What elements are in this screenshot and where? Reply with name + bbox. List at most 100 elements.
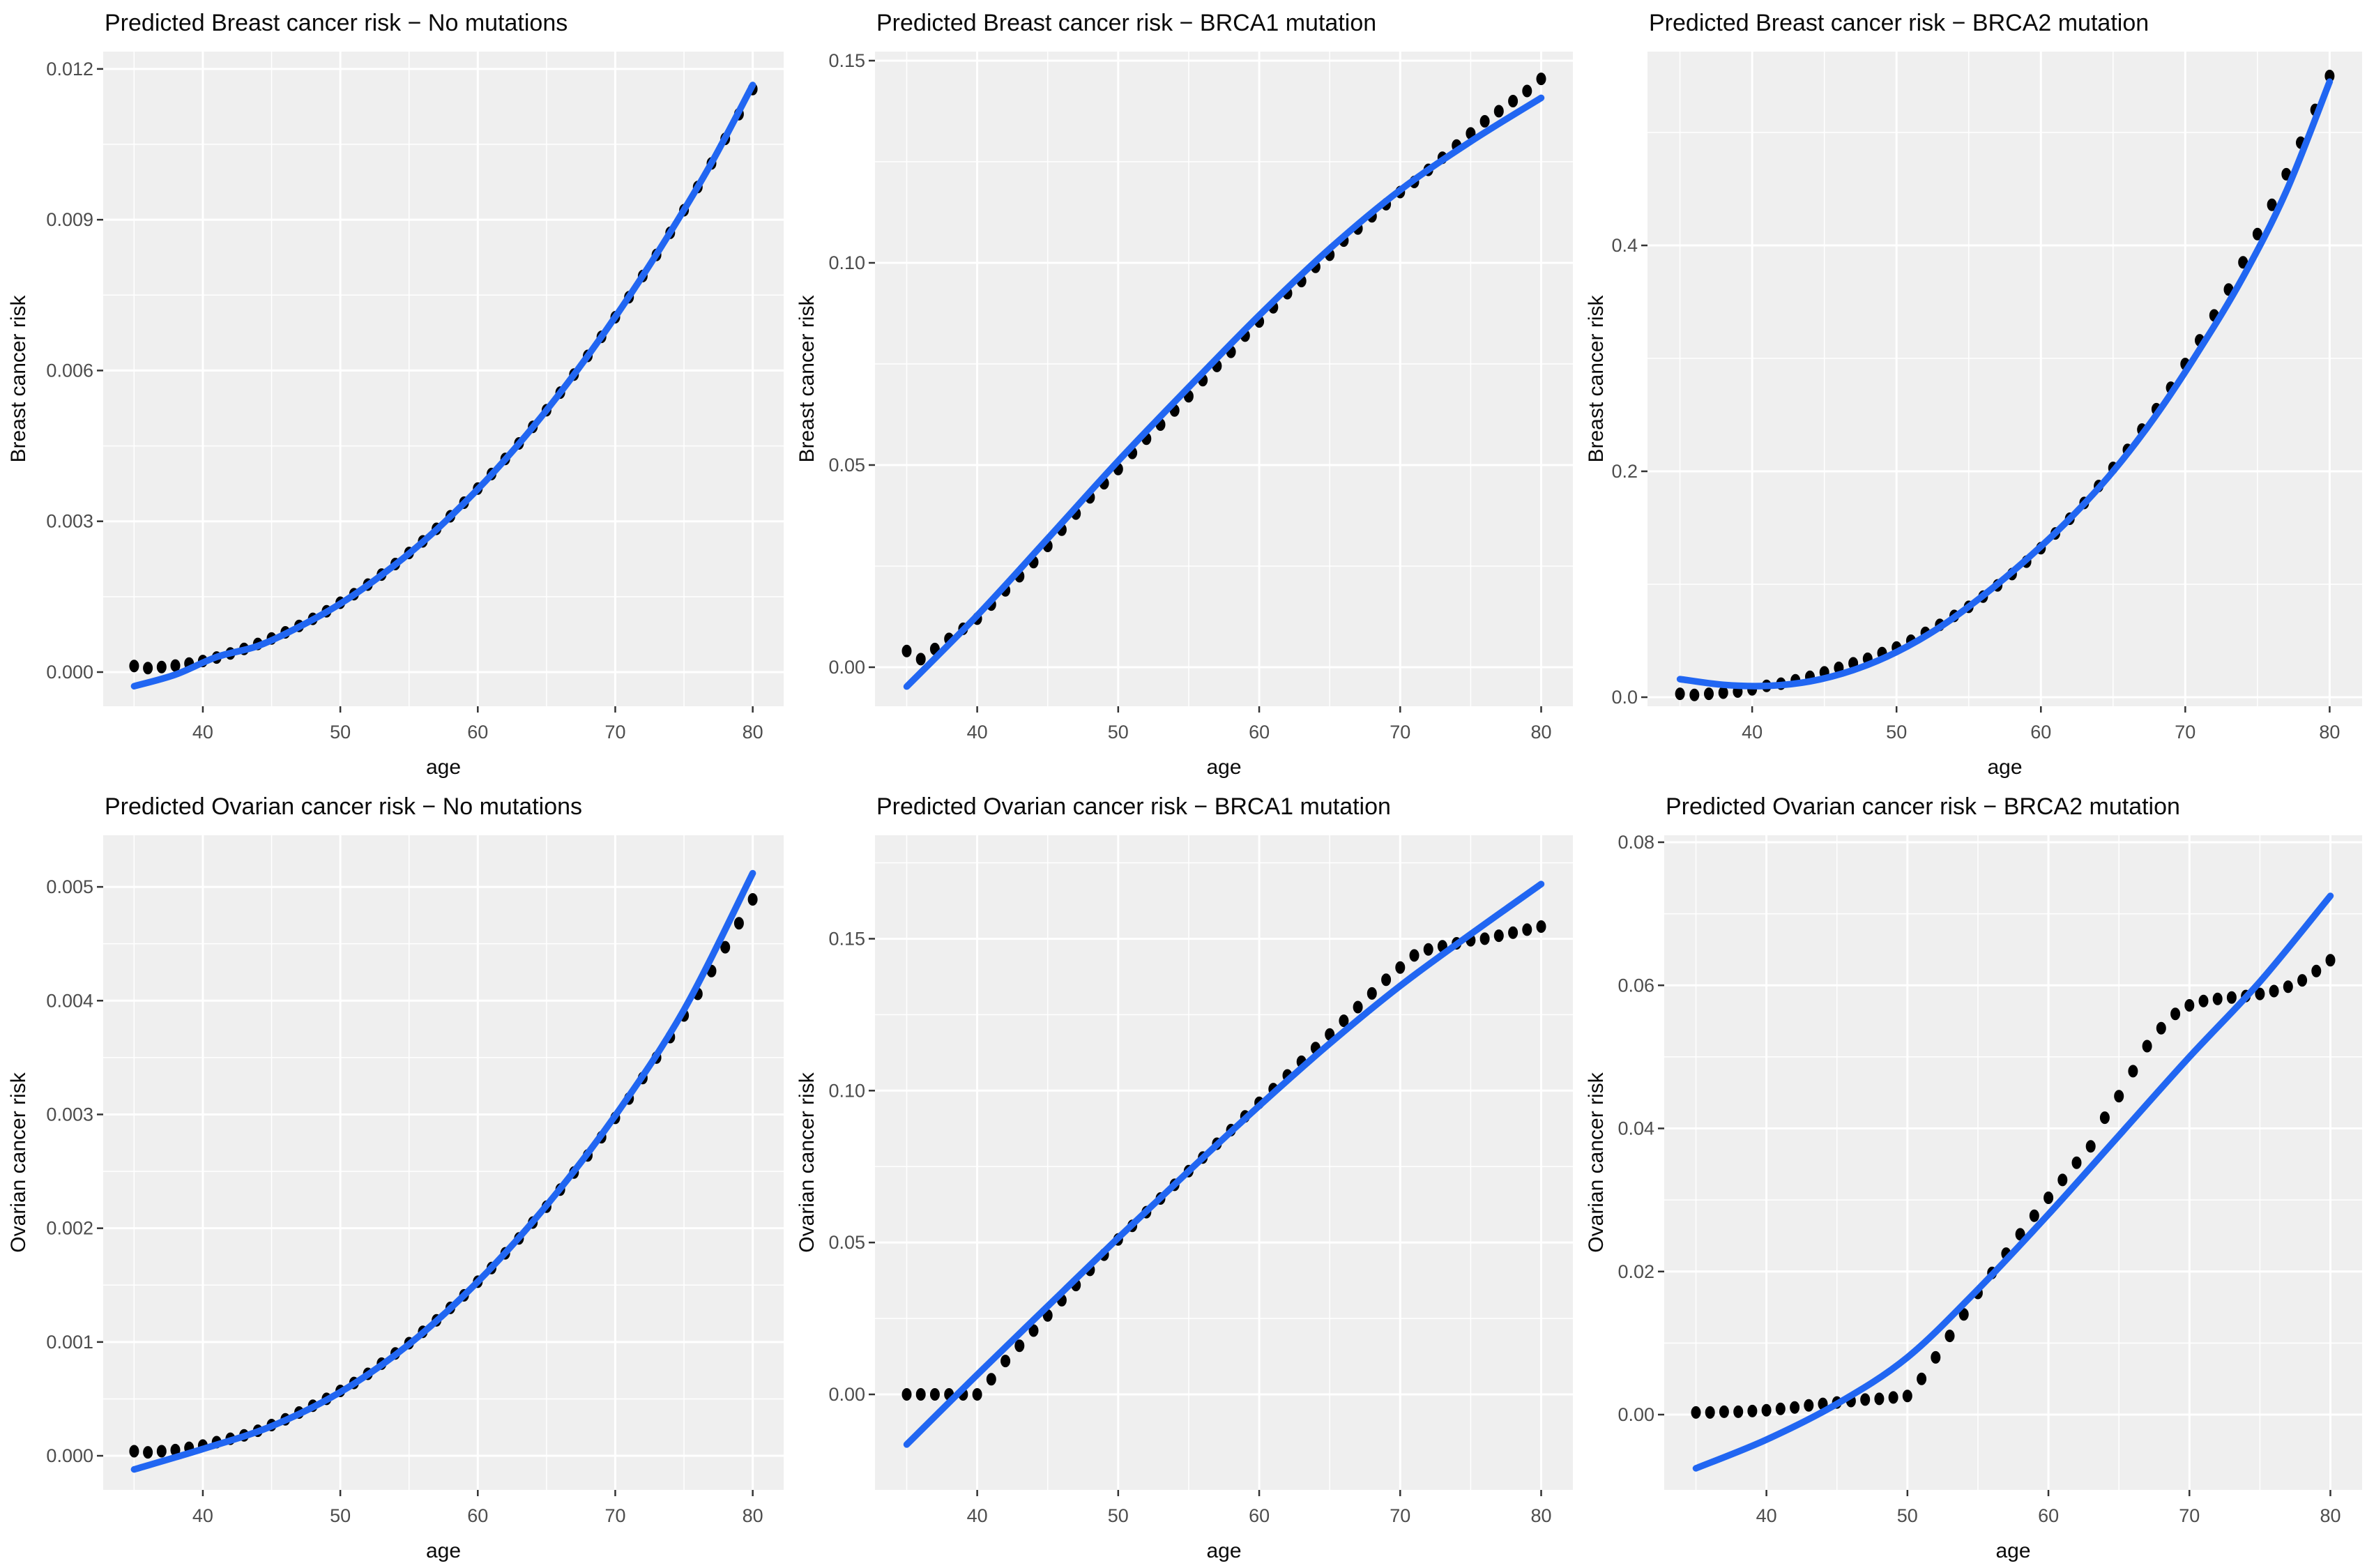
x-tick-label: 80	[1530, 722, 1551, 743]
data-point	[986, 1373, 996, 1386]
axis-tick-marks	[869, 59, 1542, 713]
x-tick-label: 70	[2175, 722, 2195, 743]
x-axis-title: age	[1987, 756, 2022, 779]
y-axis-title: Ovarian cancer risk	[1585, 1072, 1608, 1252]
chart-cell-0: 40 50 60 70 80 0.000 0.003 0.006 0.009 0.012 Predi…	[0, 0, 789, 784]
x-axis-title: age	[1995, 1539, 2030, 1562]
panel-background	[103, 835, 784, 1490]
data-point	[1860, 1393, 1871, 1406]
x-tick-label: 60	[1249, 722, 1270, 743]
data-point	[2128, 1065, 2138, 1078]
data-point	[2324, 70, 2335, 82]
data-point	[1000, 1355, 1011, 1368]
data-point	[1804, 1399, 1814, 1412]
data-point	[1493, 929, 1504, 943]
data-point	[1874, 1392, 1885, 1406]
data-point	[2114, 1090, 2124, 1103]
x-tick-label: 50	[1108, 1505, 1129, 1526]
data-point	[2269, 984, 2279, 998]
data-point	[2099, 1111, 2110, 1125]
y-tick-label: 0.04	[1618, 1118, 1654, 1139]
x-tick-label: 60	[1249, 1505, 1270, 1526]
smooth-line	[130, 869, 756, 1473]
chart-cell-2: 40 50 60 70 80 0.0 0.2 0.4 Predicted Breast canc…	[1578, 0, 2367, 784]
chart-cell-1: 40 50 60 70 80 0.00 0.05 0.10 0.15 Predicted Brea…	[789, 0, 1578, 784]
minor-gridlines	[875, 52, 1573, 706]
major-gridlines	[875, 835, 1573, 1490]
data-point	[2212, 992, 2223, 1005]
data-point	[2267, 198, 2277, 211]
data-point	[1718, 686, 1728, 699]
data-point	[1733, 1405, 1744, 1418]
data-point	[1522, 84, 1532, 98]
x-tick-label: 70	[1390, 722, 1410, 743]
x-axis-title: age	[426, 756, 461, 779]
data-point	[2255, 987, 2265, 1000]
axis-tick-marks	[97, 885, 754, 1496]
data-point	[2325, 954, 2336, 967]
y-axis-title: Breast cancer risk	[1585, 294, 1608, 462]
axis-tick-marks	[1641, 244, 2331, 713]
x-tick-label: 40	[1756, 1505, 1777, 1526]
x-tick-label: 70	[604, 1505, 625, 1526]
x-tick-label: 80	[2319, 722, 2340, 743]
y-axis-title: Breast cancer risk	[7, 294, 30, 462]
data-point	[2029, 1209, 2039, 1222]
minor-gridlines	[1647, 52, 2362, 706]
y-tick-label: 0.005	[46, 876, 93, 897]
y-tick-label: 0.2	[1611, 461, 1638, 482]
y-tick-label: 0.05	[828, 455, 865, 475]
x-tick-label: 80	[743, 722, 763, 743]
data-point	[1944, 1330, 1955, 1343]
data-point	[1704, 687, 1714, 701]
data-point	[1522, 923, 1532, 936]
data-point	[2142, 1040, 2152, 1053]
y-tick-label: 0.00	[1618, 1404, 1654, 1425]
data-point	[2238, 256, 2248, 269]
y-tick-label: 0.4	[1611, 235, 1638, 256]
data-point	[1917, 1372, 1927, 1385]
x-tick-label: 70	[604, 722, 625, 743]
chart-cell-3: 40 50 60 70 80 0.000 0.001 0.002 0.003 0.004 0.005…	[0, 784, 789, 1568]
data-point	[2043, 1192, 2054, 1204]
smooth-line	[903, 881, 1545, 1448]
axis-tick-marks	[97, 68, 754, 713]
data-point	[170, 659, 181, 672]
data-point	[2071, 1156, 2082, 1169]
major-gridlines	[103, 52, 784, 706]
chart-title: Predicted Ovarian cancer risk − BRCA2 mu…	[1666, 793, 2180, 820]
data-point	[2252, 227, 2262, 241]
y-tick-label: 0.00	[828, 1384, 865, 1405]
y-tick-label: 0.0	[1611, 687, 1638, 708]
x-tick-label: 40	[1742, 722, 1763, 743]
minor-gridlines	[103, 835, 784, 1490]
data-point	[2226, 991, 2237, 1004]
x-tick-label: 50	[330, 722, 351, 743]
panel-background	[1647, 52, 2362, 706]
data-point	[901, 644, 912, 657]
data-point	[1536, 73, 1546, 86]
y-tick-label: 0.10	[828, 1080, 865, 1101]
major-gridlines	[875, 52, 1573, 706]
data-point	[1508, 926, 1519, 939]
data-point	[1931, 1350, 1941, 1364]
data-point	[1479, 115, 1490, 128]
data-point	[2283, 980, 2293, 994]
smooth-line	[1692, 892, 2334, 1472]
data-point	[1761, 1403, 1772, 1417]
data-point	[1888, 1391, 1898, 1404]
data-point	[2057, 1173, 2068, 1187]
data-point	[1014, 1339, 1025, 1353]
data-point	[156, 660, 167, 673]
x-tick-label: 60	[2030, 722, 2051, 743]
data-point	[1493, 105, 1504, 118]
chart-panel-2: 40 50 60 70 80 0.0 0.2 0.4 Predicted Breast canc…	[1585, 10, 2362, 779]
smooth-line	[1676, 78, 2334, 690]
minor-gridlines	[103, 52, 784, 706]
data-point	[1339, 1014, 1349, 1028]
smooth-line	[903, 94, 1545, 690]
y-axis-title: Ovarian cancer risk	[7, 1072, 30, 1252]
data-point	[733, 917, 744, 930]
data-point	[1028, 1324, 1039, 1337]
